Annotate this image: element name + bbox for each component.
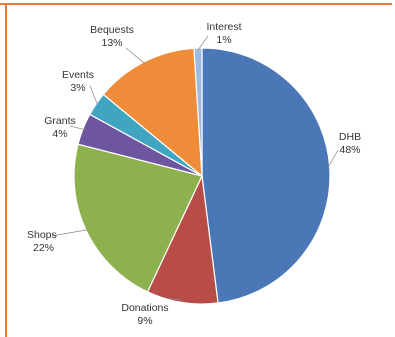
slice-percent-donations: 9% [137,315,152,327]
leader-line-dhb [327,149,339,169]
slice-label-donations: Donations [121,302,168,314]
frame-top-border [0,3,392,5]
slice-label-grants: Grants [44,115,76,127]
slice-label-interest: Interest [206,21,241,33]
pie-slice-shops [73,143,203,293]
pie-slice-bequests [102,47,203,178]
leader-line-donations [167,297,183,301]
slice-label-shops: Shops [27,229,57,241]
slice-percent-grants: 4% [52,128,67,140]
leader-line-grants [69,125,85,130]
slice-label-dhb: DHB [339,131,361,143]
slice-percent-interest: 1% [216,34,231,46]
leader-line-events [89,85,99,106]
slice-label-bequests: Bequests [90,24,134,36]
slice-label-events: Events [62,69,94,81]
leader-line-shops [51,229,89,237]
slice-percent-bequests: 13% [101,37,122,49]
slice-percent-events: 3% [70,82,85,94]
slice-percent-shops: 22% [33,242,54,254]
frame-left-border [5,5,7,337]
slice-percent-dhb: 48% [339,144,360,156]
pie-slice-dhb [201,47,331,304]
leader-line-bequests [125,47,146,64]
pie-slice-interest [193,47,203,177]
leader-line-interest [197,35,209,51]
